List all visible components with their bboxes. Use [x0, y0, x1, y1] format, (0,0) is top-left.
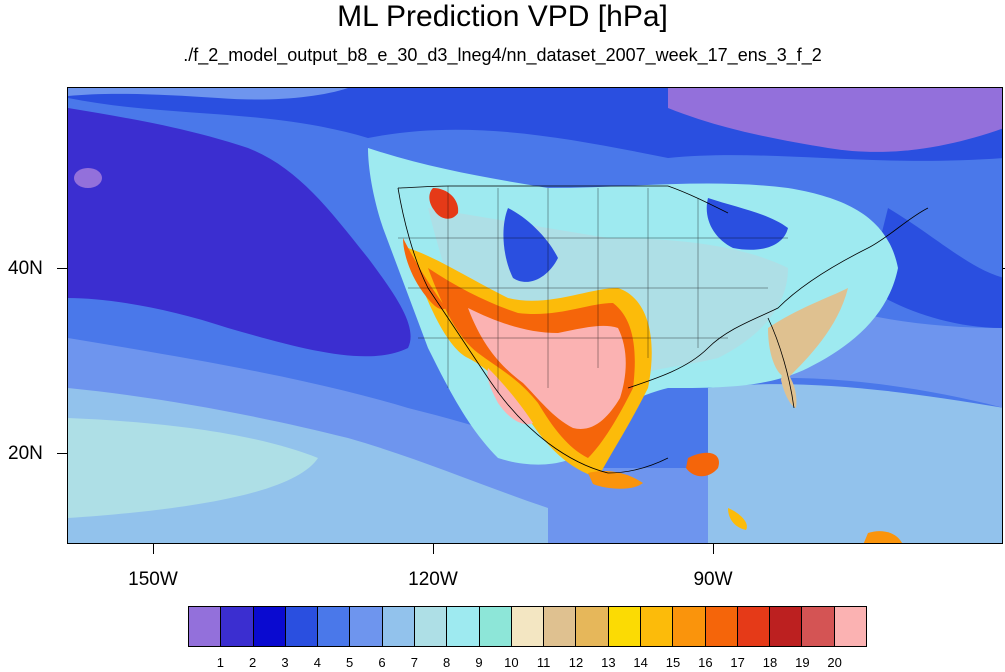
colorbar-label: 5 [346, 655, 354, 670]
california-strip [403, 238, 446, 310]
state-borders [398, 186, 788, 393]
colorbar-label: 6 [378, 655, 386, 670]
colorbar-box [673, 607, 706, 646]
map-subtitle: ./f_2_model_output_b8_e_30_d3_lneg4/nn_d… [183, 45, 822, 65]
atlantic-dark [868, 208, 1002, 328]
colorbar-label: 4 [313, 655, 321, 670]
colorbar-label: 12 [568, 655, 584, 670]
colorbar-label: 7 [410, 655, 418, 670]
colorbar-label: 13 [601, 655, 616, 670]
colorbar-label: 17 [730, 655, 745, 670]
colorbar-box [350, 607, 383, 646]
colorbar-label: 14 [633, 655, 648, 670]
colorbar-box [382, 607, 415, 646]
colorbar-box [705, 607, 738, 646]
colorbar-label: 3 [281, 655, 289, 670]
purple-spot [74, 168, 102, 188]
colorbar-label: 9 [475, 655, 483, 670]
colorbar-label: 20 [827, 655, 842, 670]
colorbar-label: 16 [698, 655, 713, 670]
colorbar-box [802, 607, 835, 646]
tick-bottom-90w [713, 544, 714, 554]
colorbar-box [253, 607, 286, 646]
yucatan-hotspot [686, 452, 719, 477]
caribbean-light [708, 384, 1002, 543]
colorbar-box [640, 607, 674, 646]
colorbar-box [221, 607, 254, 646]
colorbar-box [318, 607, 351, 646]
colorbar-label: 19 [795, 655, 810, 670]
colorbar-label: 2 [249, 655, 257, 670]
arctic-purple [68, 88, 348, 100]
colorbar-box [737, 607, 771, 646]
central-america-spot [728, 508, 747, 530]
mexico-south-hotspot [588, 471, 643, 489]
lon-label-120w: 120W [408, 569, 458, 590]
southeast-tan [768, 288, 848, 378]
colorbar-box [447, 607, 480, 646]
great-lakes-dark [706, 198, 788, 250]
colorbar-label: 15 [665, 655, 681, 670]
tick-left-20n [57, 453, 67, 454]
tick-right-40n [1003, 268, 1005, 269]
colorbar-label: 18 [762, 655, 778, 670]
colorbar-box [608, 607, 641, 646]
colombia-spot [863, 531, 902, 543]
colorbar-labels: 1 2 3 4 5 6 7 8 9 10 11 12 13 14 15 16 17 18 19 20 [0, 655, 1005, 671]
tick-left-40n [57, 268, 67, 269]
hudson-purple [668, 88, 1002, 152]
colorbar-box [479, 607, 512, 646]
tropical-cyan-band [68, 418, 318, 518]
colorbar-label: 11 [536, 655, 551, 670]
colorbar-box [544, 607, 577, 646]
colorbar-box [834, 607, 866, 646]
lon-label-90w: 90W [693, 569, 733, 590]
colorbar [188, 606, 867, 647]
colorbar-box [414, 607, 448, 646]
colorbar-box [576, 607, 609, 646]
colorbar-label: 1 [216, 655, 224, 670]
colorbar-label: 10 [504, 655, 519, 670]
north-pacific-core [68, 108, 411, 357]
tick-bottom-120w [433, 544, 434, 554]
colorbar-box [770, 607, 803, 646]
rockies-blue [503, 208, 558, 282]
lat-label-40n: 40N [8, 258, 43, 279]
colorbar-label: 8 [443, 655, 451, 670]
tick-bottom-150w [153, 544, 154, 554]
baja-pink [487, 368, 533, 425]
vpd-map [67, 87, 1003, 544]
map-title: ML Prediction VPD [hPa] [337, 0, 668, 33]
colorbar-box [511, 607, 545, 646]
lon-label-150w: 150W [128, 569, 178, 590]
lat-label-20n: 20N [8, 443, 43, 464]
colorbar-box [189, 607, 222, 646]
colorbar-box [285, 607, 319, 646]
oregon-hotspot [429, 188, 459, 219]
